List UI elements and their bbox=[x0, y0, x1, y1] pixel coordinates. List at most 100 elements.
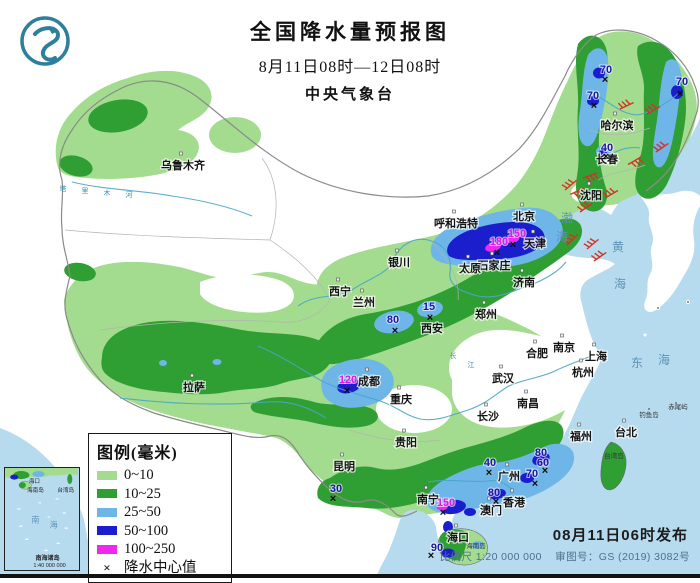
islet-dot bbox=[675, 402, 677, 404]
precip-value: 150 bbox=[508, 228, 526, 240]
svg-text:海: 海 bbox=[50, 520, 58, 530]
precip-value: 80 bbox=[387, 314, 399, 326]
precip-center-mark: × bbox=[486, 467, 492, 479]
precip-center-mark: × bbox=[591, 100, 597, 112]
city-label: 福州 bbox=[569, 429, 592, 443]
legend-item-label: 100~250 bbox=[124, 541, 176, 557]
sea-name-label: 海 bbox=[614, 276, 626, 291]
legend-item: 25~50 bbox=[97, 503, 225, 522]
wind-barb-icon bbox=[617, 99, 634, 110]
wind-barb-icon bbox=[602, 187, 619, 199]
city-label: 贵阳 bbox=[395, 435, 417, 449]
city-dot bbox=[340, 452, 344, 457]
city-label: 南宁 bbox=[417, 492, 439, 506]
city-dot bbox=[579, 358, 583, 363]
city-label: 西安 bbox=[421, 321, 443, 335]
precip-center-mark: × bbox=[494, 247, 500, 259]
city-dot bbox=[190, 373, 194, 378]
svg-text:海口: 海口 bbox=[29, 477, 40, 485]
sea-name-label: 渤 bbox=[561, 211, 573, 225]
precip-value: 150 bbox=[437, 497, 455, 509]
city-dot bbox=[520, 268, 524, 273]
city-dot bbox=[424, 485, 428, 490]
center-value-label: 降水中心值 bbox=[124, 559, 197, 576]
city-dot bbox=[622, 418, 626, 423]
legend-item: 100~250 bbox=[97, 540, 225, 559]
hainan-island bbox=[437, 528, 488, 566]
city-label: 银川 bbox=[388, 255, 410, 269]
city-label: 沈阳 bbox=[580, 188, 602, 202]
country-borders bbox=[59, 29, 699, 517]
city-dot bbox=[428, 314, 432, 319]
city-dot bbox=[179, 151, 183, 156]
city-label: 拉萨 bbox=[183, 380, 205, 394]
precip-center-mark: × bbox=[532, 478, 538, 490]
legend-panel: 图例(毫米) 0~10 10~25 25~50 50~100 100~250 × 降水中… bbox=[88, 433, 232, 583]
rivers bbox=[71, 93, 679, 493]
precip-center-mark: × bbox=[603, 151, 609, 163]
river-name-label: 河 bbox=[126, 191, 133, 199]
city-dot bbox=[499, 364, 503, 369]
city-dot bbox=[482, 300, 486, 305]
city-dot bbox=[520, 202, 524, 207]
island-dots bbox=[648, 301, 689, 410]
precip-center-mark: × bbox=[493, 496, 499, 508]
precip-center-mark: × bbox=[440, 507, 446, 519]
city-label: 南昌 bbox=[517, 396, 539, 410]
city-label: 天津 bbox=[524, 236, 546, 250]
center-value-marker: × bbox=[103, 559, 111, 575]
city-label: 成都 bbox=[358, 374, 380, 388]
city-dot bbox=[402, 428, 406, 433]
svg-text:南海诸岛: 南海诸岛 bbox=[35, 554, 59, 562]
river-name-label: 塔 bbox=[60, 184, 67, 193]
legend-color-chip bbox=[97, 489, 117, 499]
precip-center-mark: × bbox=[344, 385, 350, 397]
rain-layer-100-250 bbox=[436, 234, 520, 511]
city-label: 石家庄 bbox=[477, 258, 511, 272]
legend-color-chip bbox=[97, 507, 117, 517]
svg-text:海南岛: 海南岛 bbox=[27, 486, 44, 494]
city-dot bbox=[484, 402, 488, 407]
wind-barb-icon bbox=[652, 141, 669, 153]
map-scale-info: 比例尺 1:20 000 000 审图号：GS (2019) 3082号 bbox=[440, 549, 690, 564]
city-dot bbox=[397, 385, 401, 390]
inset-map: 海口 海南岛 台湾岛 南 海 南海诸岛 1:40 000 000 bbox=[5, 468, 78, 569]
precip-value: 15 bbox=[423, 301, 435, 313]
city-dot bbox=[613, 111, 617, 116]
city-label: 呼和浩特 bbox=[434, 216, 478, 230]
islet-dot bbox=[648, 408, 650, 410]
cma-logo-icon bbox=[20, 16, 70, 66]
south-china-sea-inset: 海口 海南岛 台湾岛 南 海 南海诸岛 1:40 000 000 bbox=[4, 467, 80, 571]
precip-value: 40 bbox=[601, 142, 613, 154]
sea-name-label: 黄 bbox=[612, 240, 624, 254]
issue-time: 08月11日06时发布 bbox=[552, 527, 688, 544]
precip-value: 70 bbox=[587, 90, 599, 102]
city-dot bbox=[592, 342, 596, 347]
precip-value: 120 bbox=[339, 374, 357, 386]
precip-value: 70 bbox=[676, 76, 688, 88]
legend-marker-row: × 降水中心值 bbox=[97, 559, 225, 578]
city-label: 长沙 bbox=[477, 409, 499, 423]
precip-center-mark: × bbox=[330, 493, 336, 505]
city-label: 台北 bbox=[615, 425, 637, 439]
river-labels: 塔 里 木 河长江 bbox=[60, 184, 475, 369]
sea-name-label: 东 bbox=[631, 356, 643, 370]
islet-dot bbox=[687, 301, 689, 303]
city-label: 南京 bbox=[553, 340, 575, 354]
city-dot bbox=[510, 488, 514, 493]
precip-center-mark: × bbox=[677, 88, 683, 100]
city-label: 武汉 bbox=[492, 371, 515, 385]
river-name-label: 江 bbox=[468, 361, 475, 369]
city-dot bbox=[505, 462, 509, 467]
city-label: 郑州 bbox=[475, 307, 497, 321]
city-label: 长春 bbox=[596, 152, 619, 166]
precip-center-mark: × bbox=[602, 74, 608, 86]
city-dot bbox=[587, 181, 591, 186]
island-name-label: 赤尾屿 bbox=[668, 402, 688, 411]
legend-item: 50~100 bbox=[97, 522, 225, 541]
city-dot bbox=[490, 251, 494, 256]
wind-barb-icon bbox=[576, 201, 593, 213]
precip-value: 40 bbox=[484, 457, 496, 469]
wind-barb-icon bbox=[583, 238, 599, 250]
